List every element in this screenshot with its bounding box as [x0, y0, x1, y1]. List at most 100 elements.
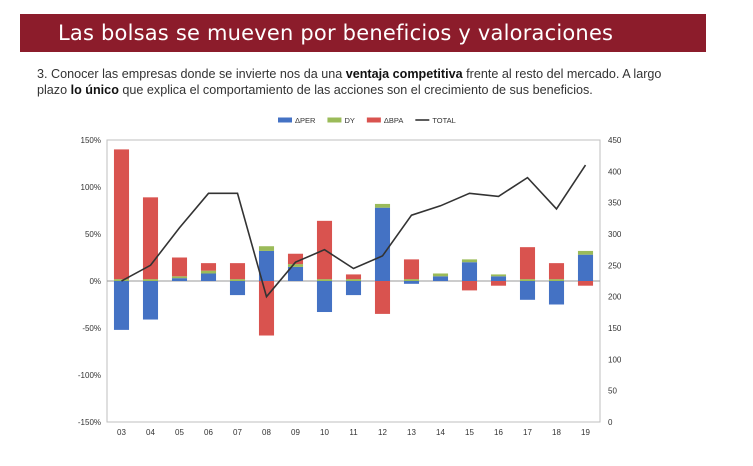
bar-per: [200, 273, 217, 281]
intro-paragraph: 3. Conocer las empresas donde se inviert…: [37, 66, 677, 98]
legend-label-total: TOTAL: [432, 116, 455, 125]
bar-dy: [171, 276, 188, 279]
x-axis-category-label: 17: [523, 428, 532, 437]
right-axis-tick-label: 0: [608, 418, 613, 427]
bar-dy: [113, 279, 130, 281]
x-axis-category-label: 04: [146, 428, 155, 437]
right-axis-tick-label: 200: [608, 293, 622, 302]
x-axis-category-label: 03: [117, 428, 126, 437]
bar-dy: [403, 279, 420, 281]
bar-per: [432, 276, 449, 281]
bar-per: [229, 281, 246, 296]
bar-per: [345, 281, 362, 296]
right-axis-tick-label: 250: [608, 261, 622, 270]
bar-per: [374, 207, 391, 281]
total-line: [121, 164, 587, 299]
x-axis-category-label: 15: [465, 428, 474, 437]
x-axis-category-label: 08: [262, 428, 271, 437]
bar-bpa: [345, 274, 362, 280]
bar-bpa: [490, 281, 507, 286]
legend-swatch-dy: [327, 117, 342, 123]
intro-bold-2: lo único: [70, 83, 119, 97]
x-axis-category-label: 16: [494, 428, 503, 437]
bar-per: [287, 266, 304, 281]
x-axis-category-label: 11: [349, 428, 358, 437]
bar-per: [403, 281, 420, 284]
x-axis-category-label: 18: [552, 428, 561, 437]
bar-per: [490, 276, 507, 281]
left-axis-tick-label: -150%: [78, 418, 101, 427]
bar-bpa: [374, 281, 391, 314]
intro-text-3: que explica el comportamiento de las acc…: [118, 83, 593, 97]
bar-dy: [577, 250, 594, 255]
bar-per: [142, 281, 159, 320]
bar-bpa: [403, 259, 420, 280]
x-axis-category-label: 10: [320, 428, 329, 437]
bar-bpa: [577, 281, 594, 286]
bar-dy: [461, 259, 478, 263]
bar-dy: [432, 273, 449, 277]
bar-per: [519, 281, 536, 300]
bar-bpa: [287, 253, 304, 265]
page-title: Las bolsas se mueven por beneficios y va…: [58, 21, 614, 45]
bar-bpa: [171, 257, 188, 277]
left-axis-tick-label: 50%: [85, 230, 101, 239]
bar-bpa: [142, 197, 159, 280]
bar-per: [171, 278, 188, 281]
bar-dy: [287, 264, 304, 267]
right-axis-tick-label: 100: [608, 355, 622, 364]
legend-label-per: ΔPER: [295, 116, 316, 125]
bar-bpa: [113, 149, 130, 280]
bar-per: [113, 281, 130, 330]
bar-dy: [548, 279, 565, 281]
bar-per: [258, 250, 275, 281]
right-axis-tick-label: 450: [608, 136, 622, 145]
right-axis-tick-label: 300: [608, 230, 622, 239]
x-axis-category-label: 19: [581, 428, 590, 437]
bar-per: [577, 254, 594, 281]
x-axis-category-label: 06: [204, 428, 213, 437]
bar-per: [548, 281, 565, 305]
left-axis-tick-label: 0%: [89, 277, 101, 286]
bar-dy: [374, 203, 391, 208]
right-axis-tick-label: 400: [608, 167, 622, 176]
bar-dy: [345, 279, 362, 281]
earnings-valuation-chart: 150% 100% 50% 0% -50% -100% -150% 450 400 350 300 2…: [78, 116, 622, 437]
intro-bold-1: ventaja competitiva: [345, 67, 463, 81]
bar-bpa: [258, 281, 275, 336]
intro-text-2: frente al resto del mercado. A largo pla…: [37, 67, 662, 97]
bar-dy: [142, 279, 159, 281]
x-axis-category-label: 05: [175, 428, 184, 437]
left-axis-tick-label: 150%: [81, 136, 101, 145]
bar-bpa: [461, 281, 478, 291]
bar-bpa: [519, 247, 536, 280]
x-axis-category-label: 09: [291, 428, 300, 437]
legend-label-bpa: ΔBPA: [384, 116, 403, 125]
bar-dy: [519, 279, 536, 281]
legend-label-dy: DY: [344, 116, 354, 125]
right-axis-tick-label: 50: [608, 387, 617, 396]
bar-bpa: [229, 263, 246, 280]
right-axis-tick-label: 150: [608, 324, 622, 333]
bar-per: [461, 262, 478, 281]
x-axis-category-label: 13: [407, 428, 416, 437]
bar-dy: [258, 246, 275, 251]
legend-swatch-per: [278, 117, 292, 123]
left-axis-tick-label: 100%: [81, 183, 101, 192]
left-axis-tick-label: -100%: [78, 371, 101, 380]
bar-bpa: [200, 263, 217, 271]
x-axis-category-label: 14: [436, 428, 445, 437]
bar-per: [316, 281, 333, 313]
bar-dy: [316, 279, 333, 281]
x-axis-category-label: 07: [233, 428, 242, 437]
legend-swatch-bpa: [366, 117, 381, 123]
intro-text-1: 3. Conocer las empresas donde se inviert…: [37, 67, 346, 81]
bar-dy: [200, 270, 217, 274]
bar-dy: [490, 274, 507, 277]
left-axis-tick-label: -50%: [82, 324, 101, 333]
x-axis-category-label: 12: [378, 428, 387, 437]
bar-dy: [229, 279, 246, 281]
right-axis-tick-label: 350: [608, 199, 622, 208]
page-title-banner: Las bolsas se mueven por beneficios y va…: [20, 14, 706, 52]
bar-bpa: [548, 263, 565, 280]
